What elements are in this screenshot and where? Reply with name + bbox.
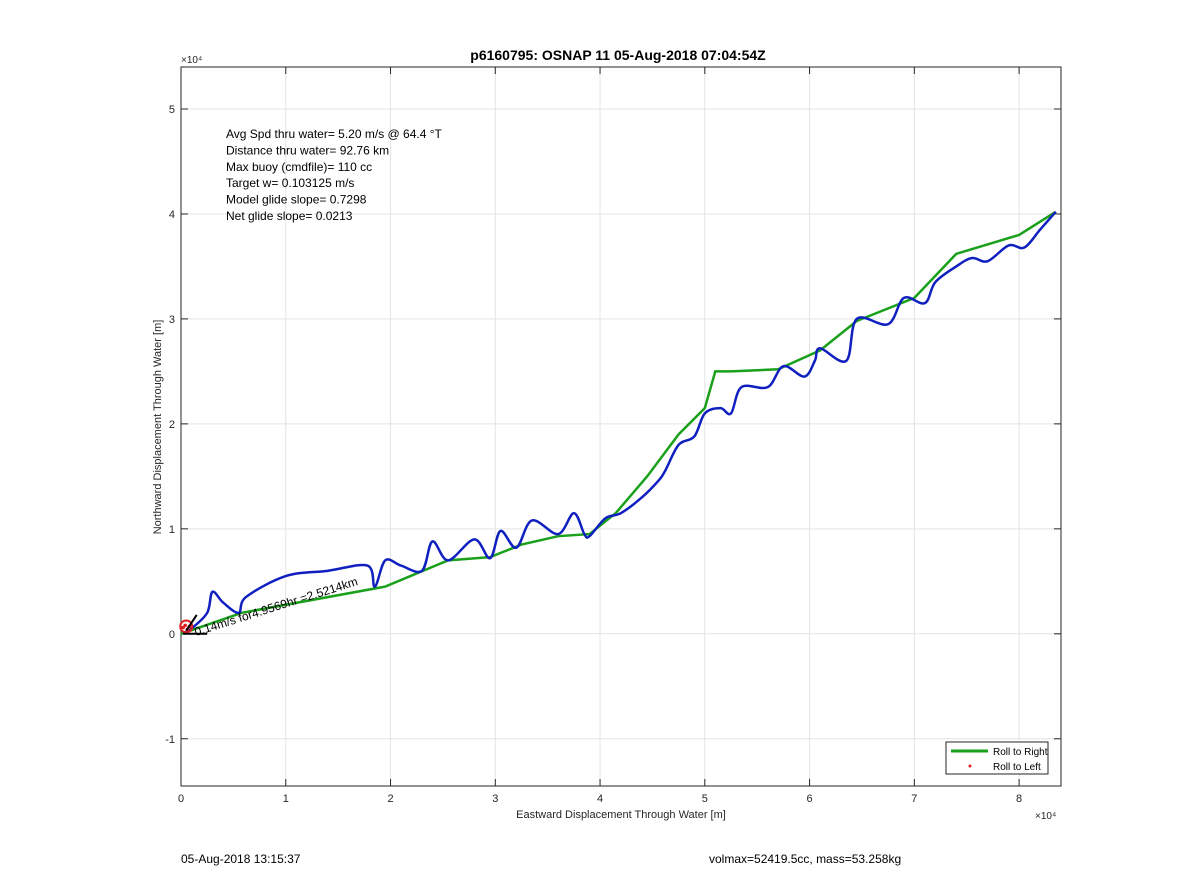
series-layer <box>179 210 1057 635</box>
current-label: 0.14m/s for4.9569hr =2.5214km <box>193 574 360 639</box>
y-tick-label: 0 <box>169 629 175 641</box>
grid-layer <box>180 67 1061 786</box>
series-roll-to-right-line <box>180 210 1057 635</box>
legend: Roll to Right Roll to Left <box>945 741 1049 775</box>
x-tick-label: 2 <box>387 793 393 805</box>
x-tick-label: 0 <box>178 793 184 805</box>
x-tick-label: 7 <box>911 793 917 805</box>
roll-to-left-point <box>183 623 187 628</box>
annotation-line: Max buoy (cmdfile)= 110 cc <box>226 160 372 174</box>
series-track-line <box>182 211 1057 635</box>
y-tick-label: 2 <box>169 419 175 431</box>
axes-box <box>180 66 1062 787</box>
x-axis-label: Eastward Displacement Through Water [m] <box>516 809 726 821</box>
x-axis-multiplier: ×10⁴ <box>1035 811 1056 822</box>
y-axis-label: Northward Displacement Through Water [m] <box>152 320 164 535</box>
x-tick-label: 8 <box>1016 793 1022 805</box>
footer-volmax-mass: volmax=52419.5cc, mass=53.258kg <box>709 852 902 866</box>
current-vector-arrow <box>185 614 198 632</box>
x-tick-label: 5 <box>702 793 708 805</box>
y-tick-label: 4 <box>169 209 175 221</box>
legend-label-roll-left: Roll to Left <box>993 762 1041 773</box>
x-tick-label: 6 <box>807 793 813 805</box>
y-tick-label: 5 <box>169 104 175 116</box>
y-tick-label: 3 <box>169 314 175 326</box>
annotation-line: Avg Spd thru water= 5.20 m/s @ 64.4 °T <box>226 127 443 141</box>
y-tick-label: 1 <box>169 524 175 536</box>
y-axis-multiplier: ×10⁴ <box>181 55 202 66</box>
ticks-layer: 0 1 2 3 4 5 6 7 8 -1 0 1 2 3 4 5 <box>165 67 1061 805</box>
x-tick-label: 3 <box>492 793 498 805</box>
annotation-line: Target w= 0.103125 m/s <box>226 176 354 190</box>
x-tick-label: 1 <box>283 793 289 805</box>
annotation-line: Distance thru water= 92.76 km <box>226 143 389 157</box>
footer-timestamp: 05-Aug-2018 13:15:37 <box>181 852 301 866</box>
legend-label-roll-right: Roll to Right <box>993 747 1048 758</box>
start-marker-circle <box>179 619 194 634</box>
y-tick-label: -1 <box>165 734 175 746</box>
annotations-layer: Avg Spd thru water= 5.20 m/s @ 64.4 °T Di… <box>193 127 443 639</box>
annotation-line: Net glide slope= 0.0213 <box>226 209 353 223</box>
x-tick-label: 4 <box>597 793 603 805</box>
annotation-line: Model glide slope= 0.7298 <box>226 193 367 207</box>
legend-marker-roll-left <box>968 764 972 768</box>
chart-title: p6160795: OSNAP 11 05-Aug-2018 07:04:54Z <box>470 47 766 63</box>
